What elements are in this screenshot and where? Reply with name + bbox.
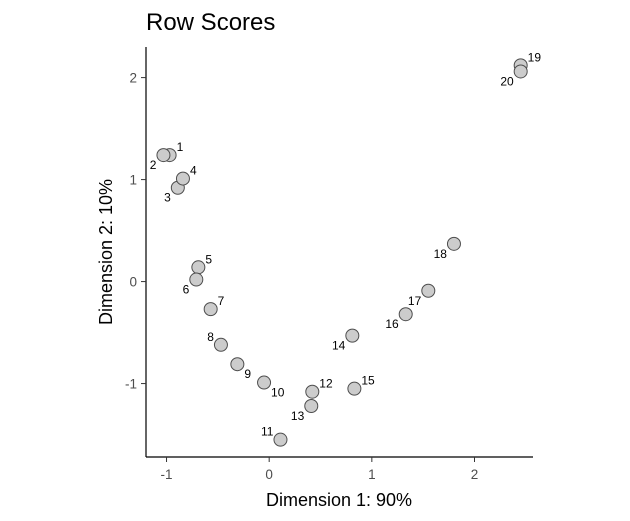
data-point-label: 1 — [177, 140, 184, 154]
y-tick-label: 0 — [129, 275, 137, 290]
x-tick-label: 1 — [368, 467, 376, 482]
data-point — [191, 260, 206, 275]
chart-title: Row Scores — [146, 9, 275, 36]
data-point-label: 5 — [205, 252, 212, 266]
data-point — [189, 272, 204, 287]
data-point-label: 8 — [207, 330, 214, 344]
data-point — [304, 399, 319, 414]
data-point-label: 3 — [164, 191, 171, 205]
y-axis-ticks: -1 0 1 2 — [125, 71, 146, 392]
x-axis-ticks: -1 0 1 2 — [161, 457, 479, 482]
data-point-label: 18 — [434, 247, 448, 261]
data-point — [175, 171, 190, 186]
data-point-label: 10 — [271, 386, 285, 400]
data-point-label: 12 — [319, 377, 333, 391]
data-point — [230, 357, 245, 372]
data-point — [398, 307, 413, 322]
data-point — [156, 148, 171, 163]
x-tick-label: -1 — [161, 467, 173, 482]
data-point — [345, 328, 360, 343]
data-point — [203, 302, 218, 317]
x-axis-label: Dimension 1: 90% — [266, 490, 412, 510]
data-point-label: 9 — [244, 367, 251, 381]
data-point-label: 4 — [190, 164, 197, 178]
data-point-label: 14 — [332, 339, 346, 353]
data-point-label: 16 — [385, 317, 399, 331]
data-point — [273, 432, 288, 447]
data-point-label: 6 — [183, 283, 190, 297]
data-point-label: 13 — [291, 409, 305, 423]
data-point — [347, 381, 362, 396]
data-point — [513, 64, 528, 79]
data-point — [257, 375, 272, 390]
data-point-label: 20 — [500, 74, 514, 88]
data-point-label: 19 — [528, 50, 542, 64]
data-point — [421, 283, 436, 298]
data-point — [446, 236, 461, 251]
data-points — [156, 58, 528, 447]
data-point-label: 2 — [150, 158, 157, 172]
x-tick-label: 2 — [471, 467, 479, 482]
data-point-label: 7 — [218, 294, 225, 308]
y-axis-label: Dimension 2: 10% — [96, 179, 116, 325]
x-tick-label: 0 — [265, 467, 273, 482]
data-point — [213, 337, 228, 352]
data-point-label: 11 — [261, 425, 274, 439]
data-point-label: 15 — [361, 374, 375, 388]
y-tick-label: 1 — [129, 173, 137, 188]
y-tick-label: 2 — [129, 71, 137, 86]
data-point-label: 17 — [408, 294, 422, 308]
y-tick-label: -1 — [125, 377, 137, 392]
data-point — [305, 384, 320, 399]
